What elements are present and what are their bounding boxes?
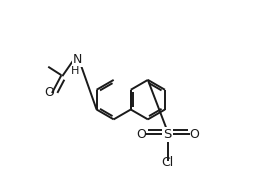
Text: O: O bbox=[136, 128, 146, 141]
Text: Cl: Cl bbox=[161, 156, 174, 169]
Text: N: N bbox=[73, 53, 82, 66]
Text: S: S bbox=[164, 128, 172, 141]
Text: O: O bbox=[44, 86, 54, 99]
Text: H: H bbox=[71, 66, 80, 76]
Text: O: O bbox=[189, 128, 199, 141]
